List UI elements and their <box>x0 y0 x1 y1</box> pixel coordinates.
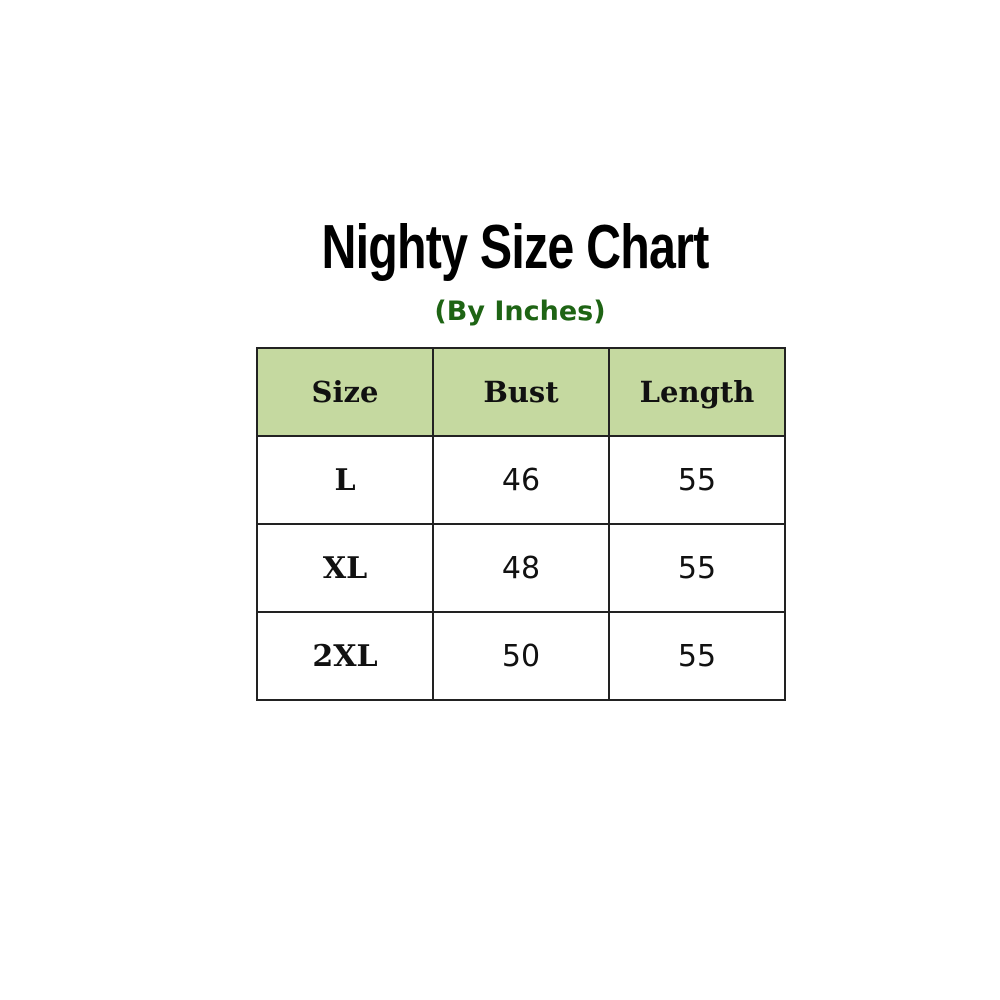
cell-length: 55 <box>608 611 786 701</box>
cell-size: L <box>256 435 434 525</box>
cell-bust: 48 <box>432 523 610 613</box>
table-row: L 46 55 <box>256 435 786 525</box>
cell-bust: 50 <box>432 611 610 701</box>
cell-bust: 46 <box>432 435 610 525</box>
cell-size: XL <box>256 523 434 613</box>
table-row: 2XL 50 55 <box>256 611 786 701</box>
header-length: Length <box>608 347 786 437</box>
size-chart-table: Size Bust Length L 46 55 XL 48 55 2XL 50… <box>256 347 786 701</box>
header-size: Size <box>256 347 434 437</box>
page-title: Nighty Size Chart <box>321 213 709 282</box>
cell-length: 55 <box>608 523 786 613</box>
table-row: XL 48 55 <box>256 523 786 613</box>
page-subtitle: (By Inches) <box>434 296 606 327</box>
table-header-row: Size Bust Length <box>256 347 786 437</box>
cell-size: 2XL <box>256 611 434 701</box>
header-bust: Bust <box>432 347 610 437</box>
cell-length: 55 <box>608 435 786 525</box>
